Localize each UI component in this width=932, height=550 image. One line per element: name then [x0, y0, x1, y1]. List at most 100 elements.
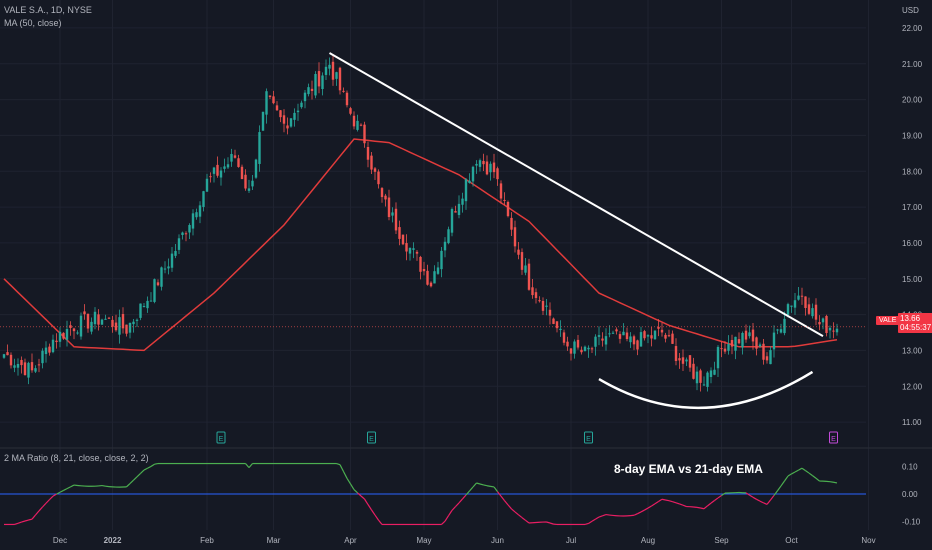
chart-title[interactable]: VALE S.A., 1D, NYSE [4, 5, 92, 15]
candle-body [457, 203, 461, 216]
ma-legend[interactable]: MA (50, close) [4, 18, 62, 28]
candle-body [548, 309, 552, 316]
ratio-segment [24, 519, 29, 522]
currency-label: USD [902, 6, 919, 15]
ratio-segment [763, 502, 768, 505]
candle-body [212, 167, 216, 174]
ratio-segment [336, 462, 341, 466]
earnings-marker [584, 431, 593, 444]
candle-body [226, 164, 230, 168]
candle-body [405, 243, 408, 252]
candle-body [825, 315, 828, 333]
candle-body [538, 300, 541, 302]
candle-body [251, 180, 254, 187]
candle-body [482, 160, 485, 165]
candle-body [384, 195, 387, 200]
candle-body [65, 329, 69, 340]
candle-body [429, 282, 433, 287]
ratio-segment [759, 500, 764, 504]
ratio-segment [447, 510, 453, 517]
candle-body [296, 110, 300, 113]
candle-body [618, 334, 622, 339]
candle-body [758, 344, 762, 347]
candle-body [601, 338, 604, 341]
indicator-legend[interactable]: 2 MA Ratio (8, 21, close, close, 2, 2) [4, 453, 149, 463]
ratio-segment [245, 463, 250, 468]
candle-body [100, 319, 104, 325]
candle-body [818, 322, 821, 325]
x-tick-label: Jun [491, 536, 504, 545]
ratio-segment [35, 510, 40, 516]
candle-body [223, 166, 226, 169]
candle-body [566, 341, 569, 347]
candle-body [713, 369, 716, 375]
candle-body [737, 339, 741, 344]
candle-body [534, 292, 538, 298]
ratio-segment [353, 489, 358, 494]
candle-body [478, 160, 482, 167]
candle-body [779, 329, 783, 333]
ratio-segment [654, 501, 659, 505]
candle-body [198, 205, 202, 217]
candle-body [97, 314, 100, 325]
candle-body [48, 346, 51, 353]
ratio-segment [66, 486, 71, 490]
candle-body [156, 282, 160, 286]
candle-body [72, 328, 76, 332]
ratio-segment [465, 490, 470, 496]
candle-body [23, 362, 27, 375]
candle-body [807, 304, 811, 314]
x-tick-label: Aug [641, 536, 655, 545]
candle-body [230, 153, 233, 162]
x-tick-label: Nov [861, 536, 875, 545]
y-tick-label: 13.00 [902, 346, 923, 355]
ratio-segment [745, 492, 750, 496]
candle-body [86, 313, 90, 329]
ratio-segment [749, 494, 754, 498]
candle-body [443, 241, 447, 251]
rounded-bottom-curve [598, 370, 814, 409]
candle-body [744, 330, 748, 340]
ratio-segment [773, 490, 778, 496]
candle-body [177, 238, 181, 250]
ratio-segment [521, 517, 526, 521]
candle-body [167, 266, 170, 269]
candle-body [149, 300, 153, 302]
ratio-segment [360, 495, 365, 500]
candle-body [650, 335, 653, 339]
earnings-marker-label: E [369, 436, 374, 443]
candle-body [125, 324, 128, 334]
candle-body [562, 332, 566, 343]
candle-body [576, 339, 580, 348]
ratio-segment [500, 495, 505, 501]
ratio-segment [126, 483, 131, 488]
ratio-segment [56, 491, 61, 495]
ratio-segment [546, 521, 551, 524]
ratio-segment [703, 505, 708, 510]
ratio-segment [679, 503, 684, 506]
candle-body [352, 115, 356, 127]
candle-body [769, 350, 772, 365]
candle-body [583, 346, 587, 352]
candle-body [748, 332, 751, 337]
candle-body [447, 229, 450, 244]
candle-body [762, 343, 765, 360]
candle-body [814, 304, 818, 320]
candle-body [412, 248, 415, 250]
candle-body [580, 349, 583, 353]
candle-body [30, 362, 34, 371]
candle-body [6, 352, 9, 356]
ratio-segment [136, 472, 141, 478]
candle-body [667, 335, 671, 337]
candle-body [499, 183, 503, 199]
ratio-segment [644, 507, 649, 511]
candle-body [209, 176, 212, 178]
ratio-segment [598, 515, 603, 518]
ma50-line [3, 138, 838, 352]
candle-body [146, 300, 149, 309]
candle-body [219, 170, 223, 178]
candle-body [688, 355, 692, 368]
ratio-segment [444, 515, 450, 522]
indicator-pane [0, 462, 866, 526]
candle-body [555, 321, 559, 329]
